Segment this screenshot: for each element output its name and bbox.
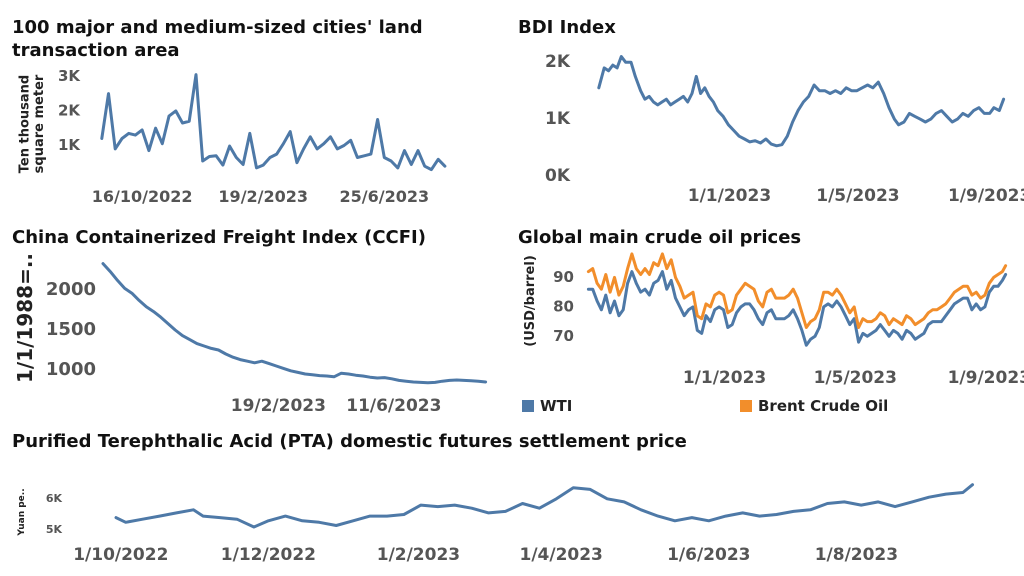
- land-xtick-label: 16/10/2022: [92, 187, 193, 206]
- land-y-axis-label: Ten thousandsquare meter: [18, 74, 47, 173]
- land-series-line-0: [100, 73, 447, 172]
- oil-y-axis-label: (USD/barrel): [523, 255, 538, 347]
- bdi-xtick-label: 1/1/2023: [688, 186, 771, 206]
- land-xtick-label: 25/6/2023: [340, 187, 430, 206]
- pta-xtick-label: 1/2/2023: [377, 545, 460, 565]
- pta-xtick-label: 1/6/2023: [667, 545, 750, 565]
- bdi-ytick-label: 0K: [545, 166, 571, 186]
- oil-xtick-label: 1/9/2023: [948, 368, 1024, 388]
- pta-series-line-0: [114, 483, 974, 529]
- oil-ytick-label: 80: [553, 297, 574, 315]
- bdi-chart-title: BDI Index: [518, 17, 616, 38]
- pta-chart-title: Purified Terephthalic Acid (PTA) domesti…: [12, 431, 687, 452]
- ccfi-xtick-label: 11/6/2023: [346, 396, 441, 416]
- pta-ytick-label: 5K: [46, 523, 63, 536]
- legend-label-brent: Brent Crude Oil: [758, 397, 889, 415]
- pta-xtick-label: 1/8/2023: [815, 545, 898, 565]
- oil-ytick-label: 90: [553, 268, 574, 286]
- legend-item-brent[interactable]: Brent Crude Oil: [740, 397, 888, 415]
- oil-ytick-label: 70: [553, 327, 574, 345]
- land-chart-title: 100 major and medium-sized cities' land …: [12, 17, 423, 61]
- legend-swatch-brent: [740, 400, 752, 412]
- land-ytick-label: 1K: [58, 136, 81, 154]
- pta-xtick-label: 1/12/2022: [221, 545, 316, 565]
- land-xtick-label: 19/2/2023: [218, 187, 308, 206]
- pta-y-axis-label: Yuan pe..: [17, 488, 27, 536]
- bdi-xtick-label: 1/5/2023: [816, 186, 899, 206]
- ccfi-y-axis-label: 1/1/1988=..: [13, 253, 37, 383]
- legend-label-wti: WTI: [540, 397, 573, 415]
- oil-series-line-brent-crude-oil: [586, 252, 1008, 329]
- oil-xtick-label: 1/1/2023: [683, 368, 766, 388]
- ccfi-chart-title: China Containerized Freight Index (CCFI): [12, 227, 426, 248]
- ccfi-xtick-label: 19/2/2023: [231, 396, 326, 416]
- oil-chart-title: Global main crude oil prices: [518, 227, 802, 248]
- legend-item-wti[interactable]: WTI: [522, 397, 572, 415]
- oil-series-line-wti: [586, 270, 1008, 347]
- bdi-xtick-label: 1/9/2023: [948, 186, 1024, 206]
- ccfi-ytick-label: 1500: [46, 319, 96, 340]
- land-ytick-label: 3K: [58, 67, 81, 85]
- legend-swatch-wti: [522, 400, 534, 412]
- oil-xtick-label: 1/5/2023: [814, 368, 897, 388]
- bdi-ytick-label: 2K: [545, 52, 571, 72]
- bdi-series-line-0: [597, 55, 1006, 148]
- ccfi-series-line-0: [101, 262, 488, 385]
- bdi-ytick-label: 1K: [545, 109, 571, 129]
- ccfi-ytick-label: 2000: [46, 279, 96, 300]
- land-ytick-label: 2K: [58, 101, 81, 119]
- pta-ytick-label: 6K: [46, 492, 63, 505]
- ccfi-ytick-label: 1000: [46, 359, 96, 380]
- pta-xtick-label: 1/10/2022: [73, 545, 168, 565]
- pta-xtick-label: 1/4/2023: [520, 545, 603, 565]
